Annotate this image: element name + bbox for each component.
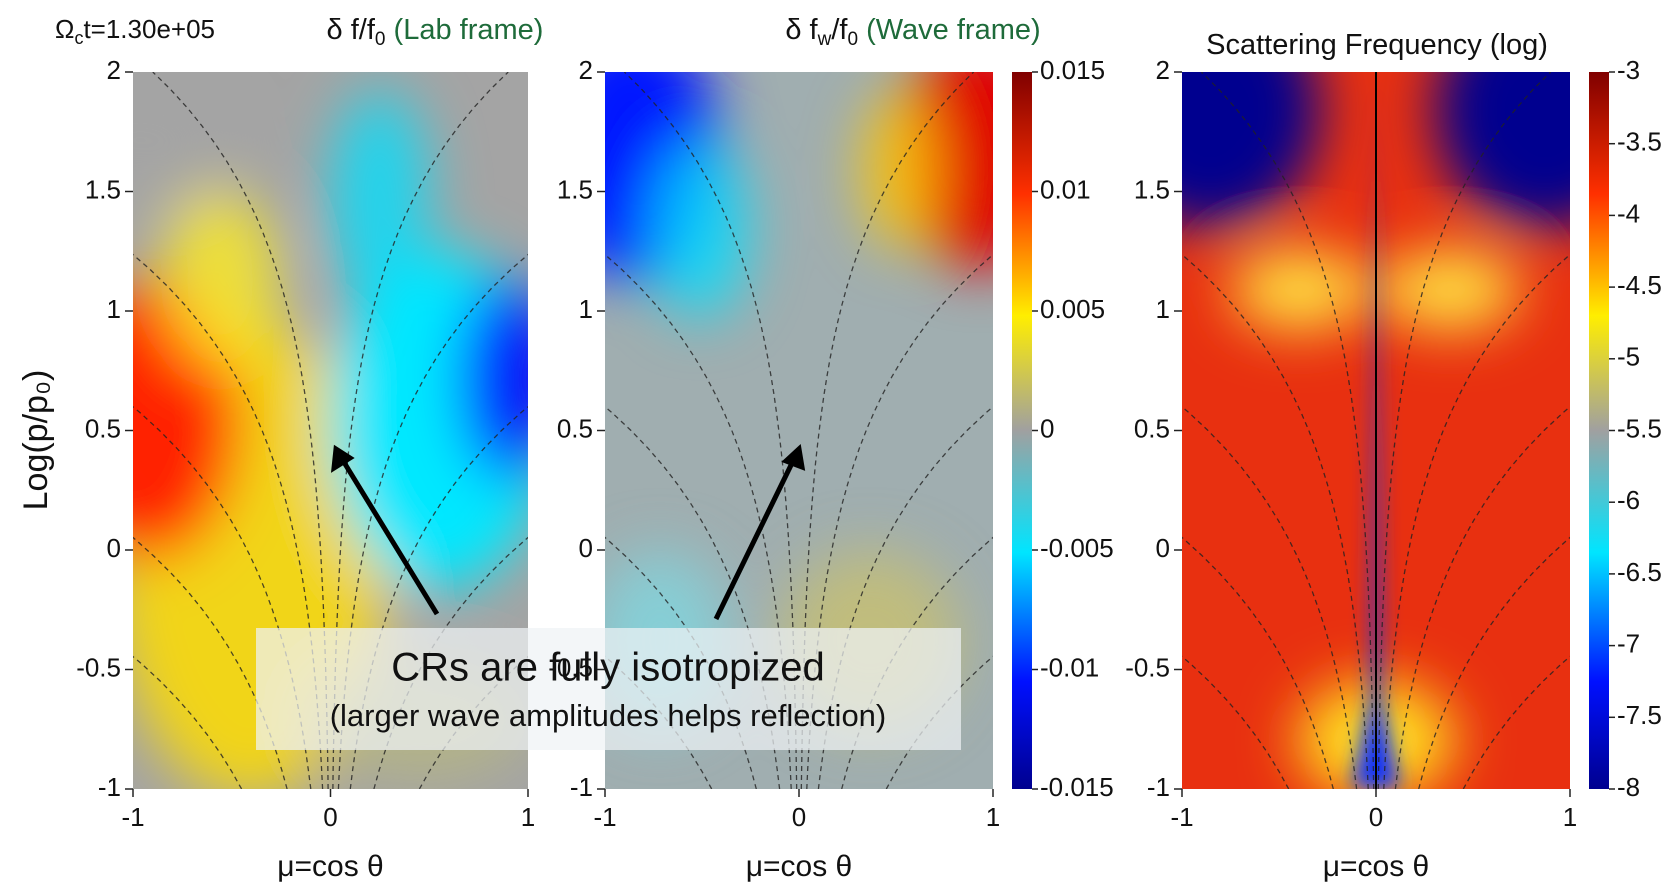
guide-curve	[1182, 405, 1358, 789]
colorbar-tick-label: -6	[1617, 485, 1640, 515]
guide-curve	[1182, 253, 1369, 789]
x-tick-label: 1	[521, 802, 535, 832]
x-tick-label: -1	[121, 802, 144, 832]
x-tick-label: 0	[323, 802, 337, 832]
y-tick-label: 1	[579, 294, 593, 324]
title-part: Scattering Frequency (log)	[1206, 29, 1548, 61]
x-tick-label: -1	[1170, 802, 1193, 832]
x-tick-label: -1	[593, 802, 616, 832]
panel-title: δ f/f0 (Lab frame)	[327, 14, 544, 50]
title-part: w	[817, 29, 832, 50]
y-tick-label: 0	[579, 533, 593, 563]
y-tick-label: 0.5	[1134, 413, 1170, 443]
annotation-box	[256, 628, 961, 750]
colorbar-tick-label: -6.5	[1617, 557, 1662, 587]
colorbar-tick-label: -0.015	[1040, 772, 1114, 802]
guide-curve	[1200, 72, 1375, 789]
y-tick-label: -0.5	[1125, 652, 1170, 682]
title-part: (Lab frame)	[386, 14, 544, 46]
colorbar-tick-label: 0.01	[1040, 174, 1091, 204]
colorbar-tick-label: -3	[1617, 55, 1640, 85]
y-tick-label: 1.5	[557, 174, 593, 204]
colorbar-tick-label: 0.015	[1040, 55, 1105, 85]
guide-curve	[1418, 536, 1570, 789]
y-tick-label: -1	[98, 772, 121, 802]
x-tick-label: 0	[792, 802, 806, 832]
x-axis-label: μ=cos θ	[746, 850, 853, 883]
y-tick-label: 0	[1156, 533, 1170, 563]
title-part: /f	[831, 14, 848, 46]
y-tick-label: 1	[1156, 294, 1170, 324]
colorbar-tick-label: -7.5	[1617, 700, 1662, 730]
title-part: δ f	[785, 14, 818, 46]
x-tick-label: 1	[1563, 802, 1577, 832]
colorbar-tick-label: -4.5	[1617, 270, 1662, 300]
y-tick-label: 2	[107, 55, 121, 85]
x-axis-label: μ=cos θ	[277, 850, 384, 883]
annotation-subtitle: (larger wave amplitudes helps reflection…	[330, 698, 887, 733]
guide-curve	[1394, 405, 1570, 789]
guide-curve	[1182, 536, 1334, 789]
y-tick-label: -0.5	[76, 652, 121, 682]
x-axis-label: μ=cos θ	[1323, 850, 1430, 883]
colorbar-tick-label: -5	[1617, 342, 1640, 372]
y-tick-label: -1	[1147, 772, 1170, 802]
annotation-title: CRs are fully isotropized	[391, 646, 825, 690]
guide-curve	[133, 536, 288, 789]
y-tick-label: -0.5	[548, 652, 593, 682]
colorbar-tick-label: 0.005	[1040, 294, 1105, 324]
title-part: δ f/f	[327, 14, 376, 46]
y-tick-label: 1	[107, 294, 121, 324]
arrows	[330, 444, 806, 621]
colorbar-tick-label: -0.005	[1040, 533, 1114, 563]
guide-curves	[1182, 72, 1570, 789]
title-part: 0	[847, 29, 858, 50]
title-part: (Wave frame)	[858, 14, 1041, 46]
y-tick-label: 2	[1156, 55, 1170, 85]
y-tick-label: 0	[107, 533, 121, 563]
y-tick-label: 0.5	[557, 413, 593, 443]
colorbar	[1589, 72, 1609, 789]
colorbar-tick-label: -0.01	[1040, 652, 1099, 682]
y-axis-label: Log(p/p₀)	[17, 370, 55, 511]
panel-title: δ fw/f0 (Wave frame)	[785, 14, 1040, 50]
colorbar-tick-label: -8	[1617, 772, 1640, 802]
colorbar-tick-label: -7	[1617, 628, 1640, 658]
colorbar-tick-label: -5.5	[1617, 413, 1662, 443]
colorbar-tick-label: -4	[1617, 198, 1640, 228]
y-tick-label: 2	[579, 55, 593, 85]
y-tick-label: 0.5	[85, 413, 121, 443]
colorbar	[1012, 72, 1032, 789]
time-label: Ωct=1.30e+05	[55, 14, 215, 48]
x-tick-label: 0	[1369, 802, 1383, 832]
colorbar-tick-label: 0	[1040, 413, 1054, 443]
guide-curve	[1383, 253, 1570, 789]
y-tick-label: 1.5	[1134, 174, 1170, 204]
title-part: 0	[375, 29, 386, 50]
heatmap-image	[1182, 72, 1570, 789]
colorbar-tick-label: -3.5	[1617, 127, 1662, 157]
guide-curve	[1377, 72, 1552, 789]
panel-title: Scattering Frequency (log)	[1206, 29, 1548, 61]
y-tick-label: -1	[570, 772, 593, 802]
y-tick-label: 1.5	[85, 174, 121, 204]
x-tick-label: 1	[986, 802, 1000, 832]
